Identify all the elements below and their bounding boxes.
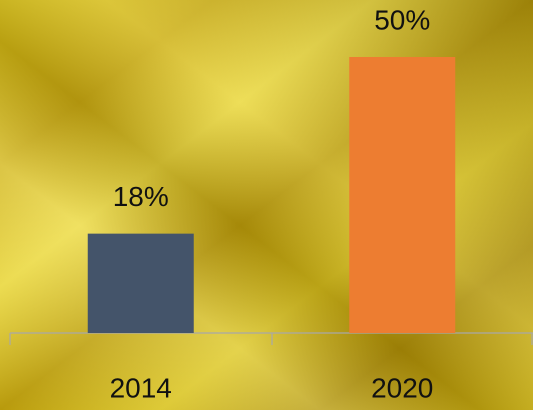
chart: 18% 2014 50% 2020 [0,0,533,410]
x-tick-label: 2020 [371,372,433,403]
x-tick-label: 2014 [110,372,172,403]
bar [349,57,455,333]
bar [88,234,194,333]
page: 18%201450%2020 (() => { const data = JSO… [0,0,533,410]
value-label: 50% [374,4,430,35]
value-label: 18% [113,181,169,212]
